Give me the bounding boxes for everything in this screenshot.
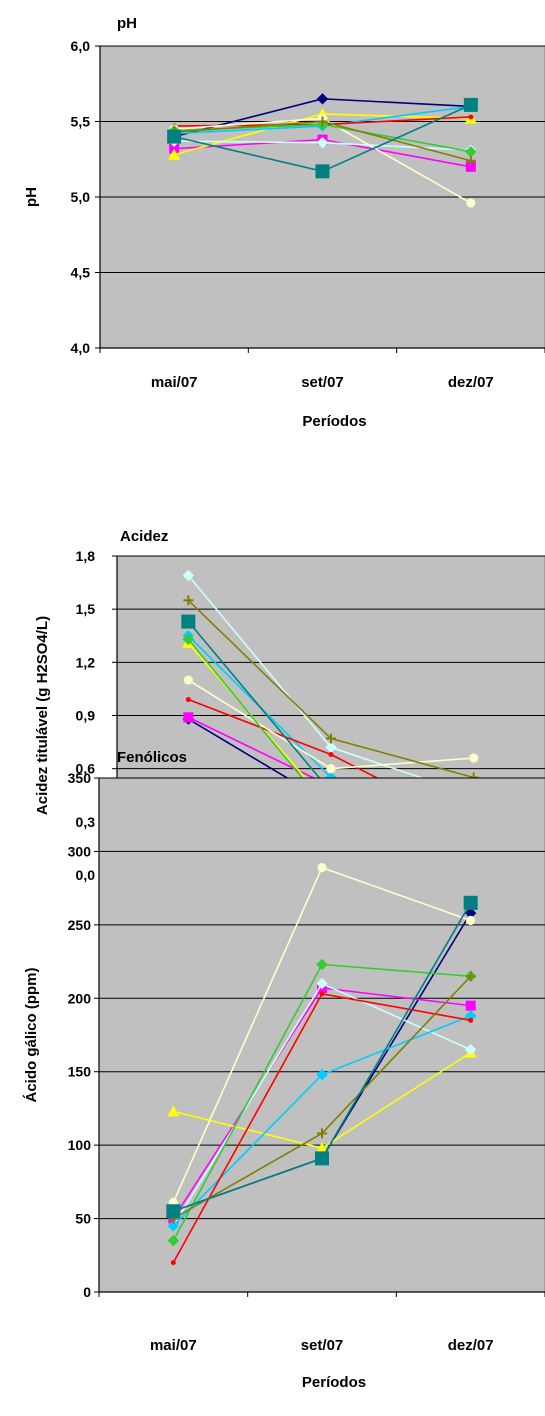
y-tick-label: 0 [83, 1284, 91, 1300]
x-axis-title: Períodos [302, 1374, 366, 1391]
data-point [315, 164, 330, 179]
chart-title: Acidez [120, 528, 168, 545]
y-tick-label: 150 [68, 1064, 92, 1080]
data-point [316, 958, 328, 971]
y-tick-label: 1,8 [76, 548, 96, 564]
y-tick-label: 6,0 [71, 38, 91, 54]
data-point [464, 1043, 477, 1056]
y-tick-label: 0,6 [76, 761, 96, 777]
data-point [328, 751, 334, 757]
data-point [465, 155, 476, 166]
plot-area [98, 777, 545, 1293]
series-9 [168, 971, 476, 1224]
data-point [468, 753, 479, 763]
y-tick-label: 4,5 [71, 265, 91, 281]
data-point [183, 712, 194, 723]
series-5 [167, 1010, 477, 1232]
data-point [326, 763, 336, 774]
data-point [316, 1142, 328, 1154]
data-point [166, 1204, 181, 1219]
x-tick-label: dez/07 [448, 1337, 494, 1354]
data-point [182, 569, 195, 582]
data-point [317, 1128, 327, 1139]
y-tick-label: 300 [68, 843, 92, 859]
data-point [315, 1151, 329, 1166]
x-axis-title: Períodos [302, 413, 366, 430]
data-point [170, 1260, 176, 1266]
data-point [183, 595, 194, 606]
y-axis-title: Ácido gálico (ppm) [23, 967, 40, 1102]
data-point [465, 161, 476, 172]
data-point [316, 93, 329, 105]
data-point [169, 143, 180, 154]
data-point [465, 1000, 476, 1011]
y-tick-label: 5,5 [71, 114, 91, 130]
data-point [468, 1017, 474, 1023]
y-axis-title: Acidez titulável (g H2SO4/L) [34, 616, 51, 815]
y-tick-label: 350 [68, 770, 92, 786]
y-axis-title: pH [23, 187, 40, 207]
data-point [466, 198, 476, 208]
x-tick-label: mai/07 [150, 1337, 197, 1354]
chart-title: pH [117, 15, 137, 32]
data-point [181, 614, 196, 629]
data-point [465, 971, 476, 982]
series-10 [166, 895, 478, 1219]
x-tick-label: mai/07 [151, 374, 198, 391]
y-tick-label: 5,0 [71, 189, 91, 205]
data-point [167, 1105, 180, 1117]
series-7 [183, 675, 479, 774]
y-tick-label: 1,5 [76, 601, 96, 617]
data-point [319, 991, 325, 997]
y-tick-label: 0,9 [76, 708, 96, 724]
y-tick-label: 100 [68, 1137, 92, 1153]
y-tick-label: 200 [68, 990, 92, 1006]
y-tick-label: 4,0 [71, 340, 91, 356]
y-tick-label: 1,2 [76, 654, 96, 670]
data-point [317, 862, 327, 873]
y-tick-label: 250 [68, 917, 92, 933]
data-point [316, 1068, 328, 1081]
x-tick-label: dez/07 [448, 374, 494, 391]
data-point [465, 915, 476, 926]
data-point [316, 136, 329, 149]
data-point [463, 895, 478, 910]
data-point [167, 1220, 180, 1232]
data-point [168, 148, 181, 160]
x-tick-label: set/07 [301, 1337, 344, 1354]
y-tick-label: 0,3 [76, 814, 96, 830]
data-point [468, 114, 474, 120]
data-point [183, 675, 194, 685]
series-6 [170, 991, 474, 1266]
chart-title: Fenólicos [117, 749, 187, 766]
y-tick-label: 0,0 [76, 867, 96, 883]
chart-1: 4,0 4,5 5,0 5,5 6,0 mai/07 set/07 dez/07 pH Perío… [23, 15, 545, 430]
x-tick-label: set/07 [301, 374, 344, 391]
data-point [326, 733, 336, 744]
data-point [167, 1234, 180, 1247]
data-point [182, 633, 195, 646]
y-tick-label: 50 [75, 1211, 91, 1227]
data-point [463, 97, 478, 112]
chart-3: 0 50 100 150 200 250 300 350 mai/07 set/07 dez/07 F… [23, 749, 545, 1391]
data-point [167, 129, 182, 144]
data-point [185, 697, 191, 703]
series-3 [167, 1046, 477, 1154]
series-10 [167, 97, 478, 179]
data-point [316, 977, 328, 990]
data-point [317, 116, 328, 127]
